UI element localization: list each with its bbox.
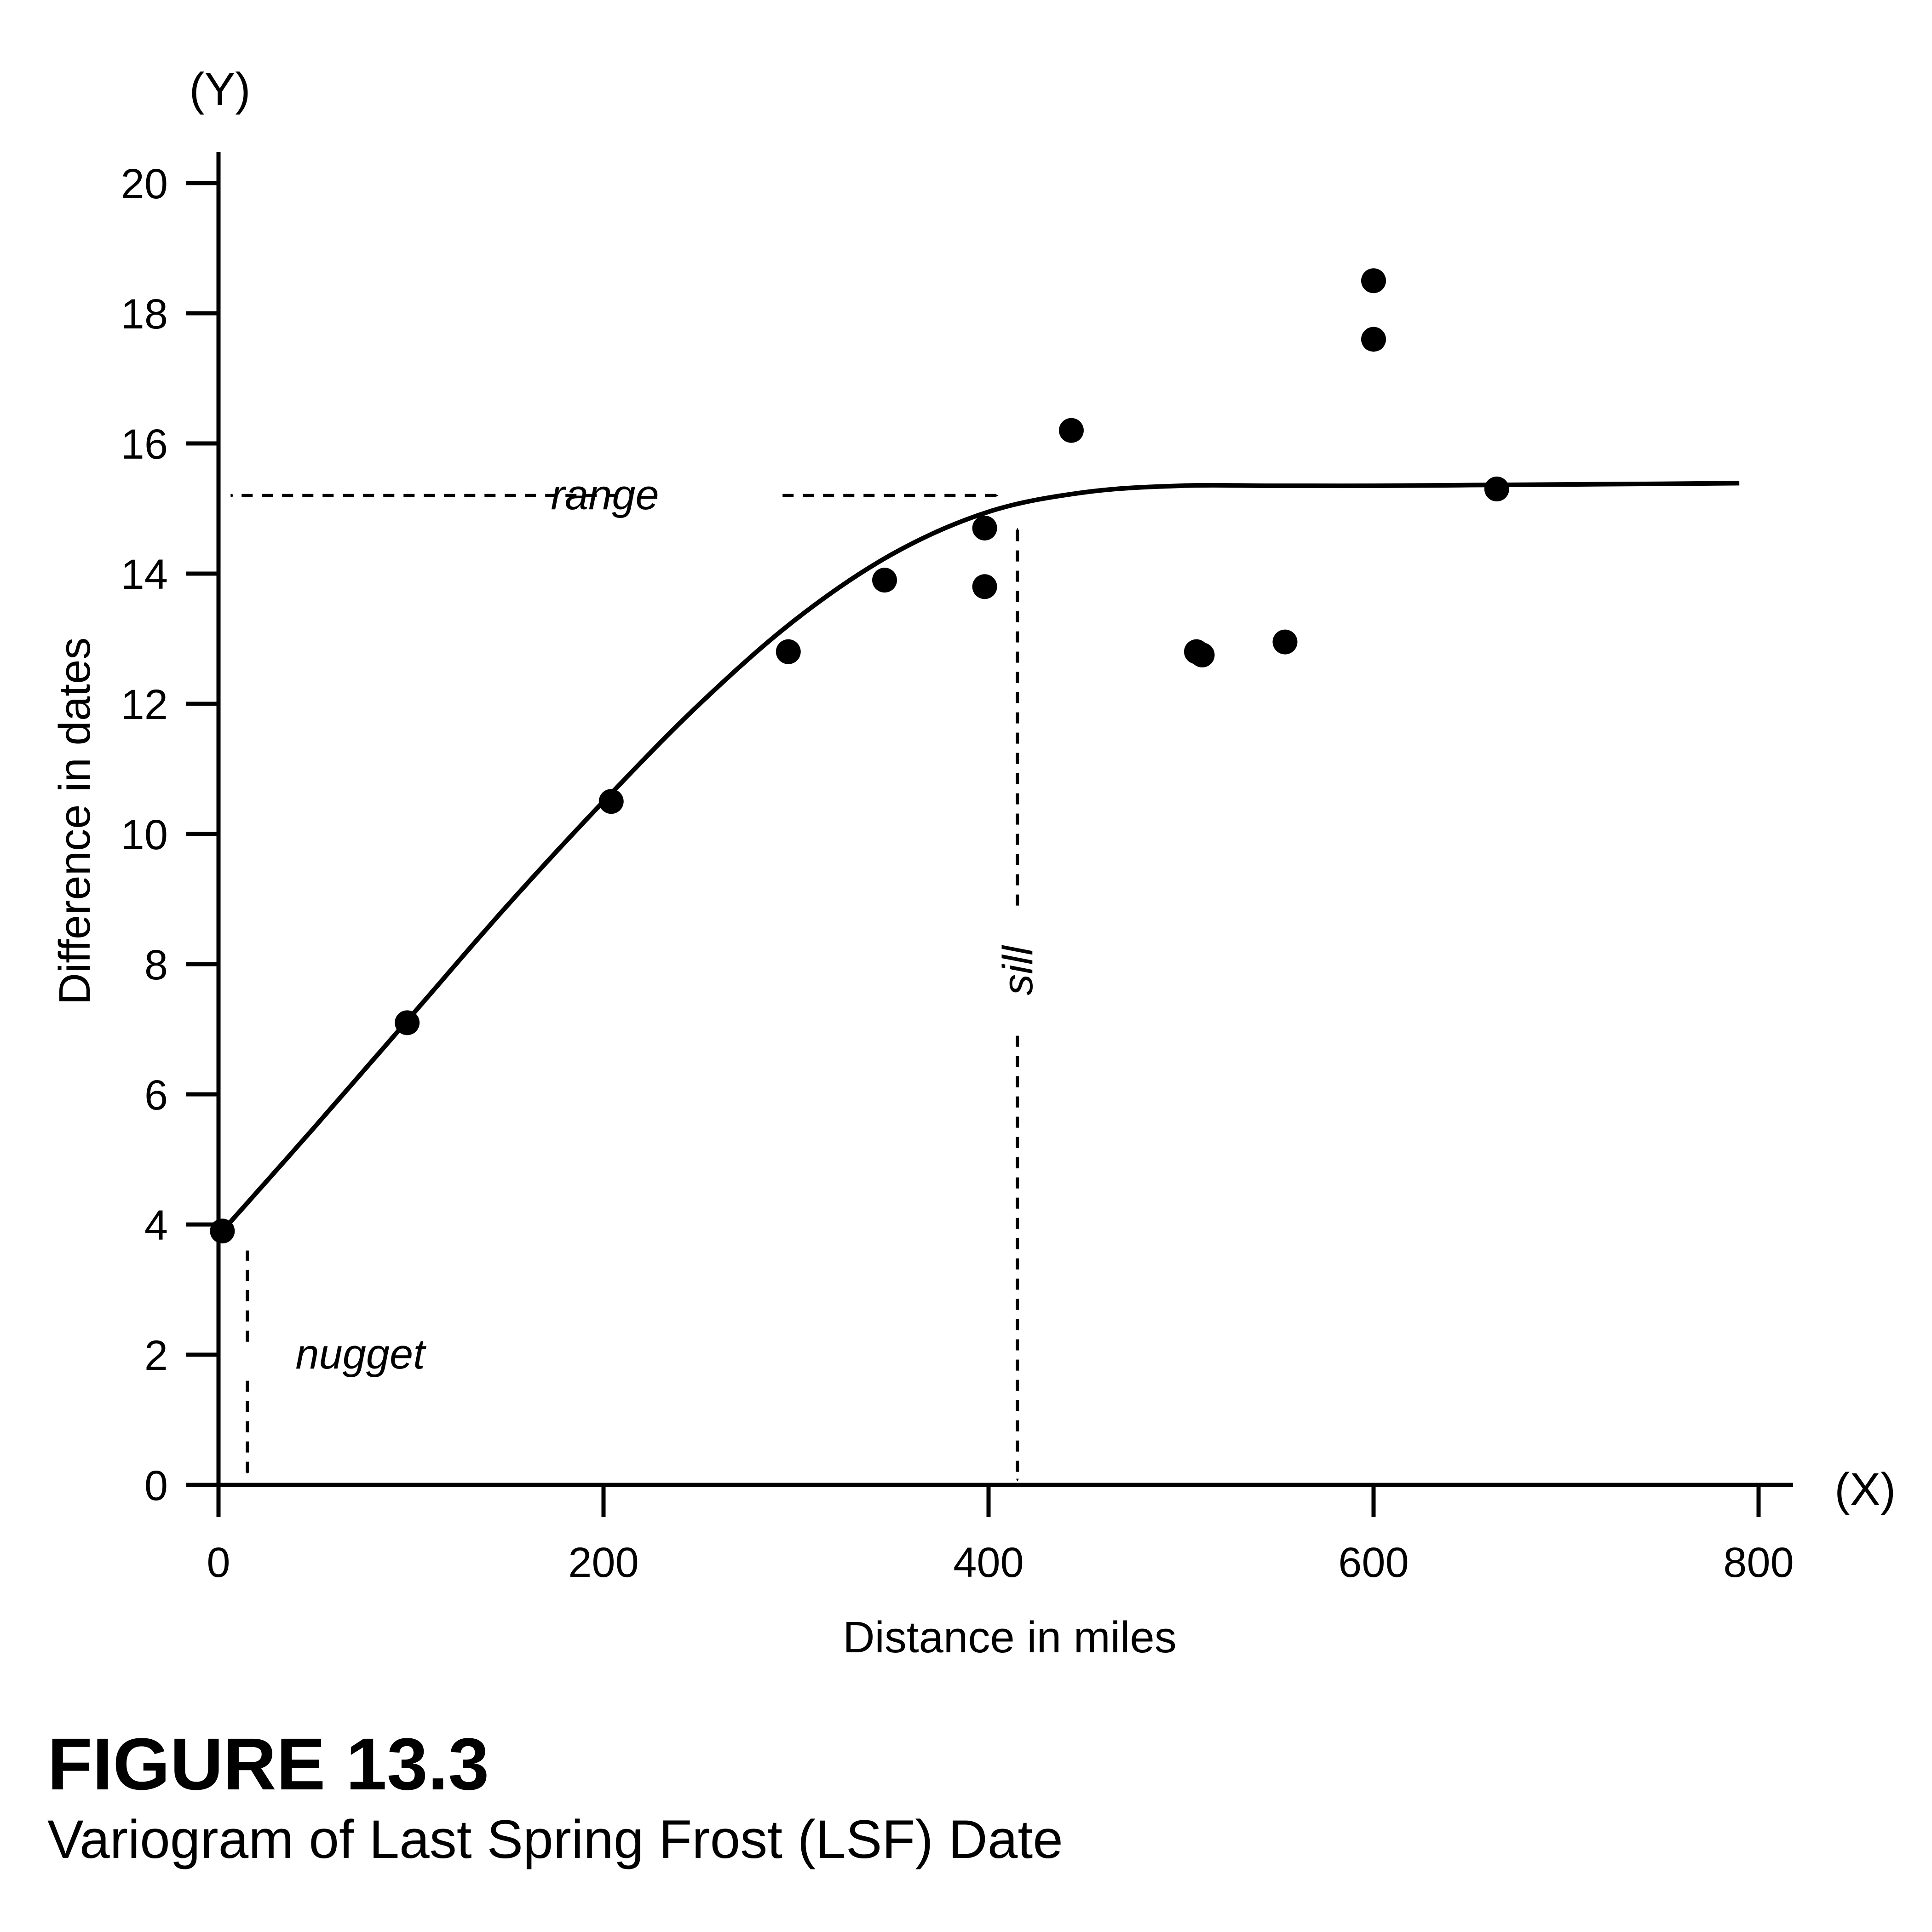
figure-caption: Variogram of Last Spring Frost (LSF) Dat… bbox=[47, 1809, 1063, 1870]
x-tick-label: 200 bbox=[568, 1539, 639, 1586]
data-point bbox=[1361, 327, 1386, 352]
y-tick-label: 16 bbox=[121, 421, 168, 468]
figure-label: FIGURE 13.3 bbox=[47, 1723, 489, 1805]
x-axis-title: Distance in miles bbox=[843, 1613, 1177, 1662]
data-point bbox=[598, 789, 624, 814]
data-point bbox=[972, 515, 997, 540]
data-point bbox=[1272, 629, 1298, 655]
y-tick-label: 0 bbox=[144, 1462, 168, 1509]
nugget-label: nugget bbox=[295, 1331, 426, 1378]
y-axis-symbol: (Y) bbox=[189, 63, 250, 115]
data-point bbox=[972, 574, 997, 599]
annotations-layer: range sill nugget bbox=[230, 472, 1041, 1482]
axis-labels-layer: Distance in miles Difference in dates (Y) (… bbox=[50, 63, 1896, 1662]
data-point bbox=[1190, 642, 1215, 667]
range-label: range bbox=[551, 472, 659, 518]
data-point bbox=[1361, 268, 1386, 293]
y-axis-title: Difference in dates bbox=[50, 638, 99, 1005]
fitted-variogram-curve bbox=[220, 481, 1740, 1233]
sill-label: sill bbox=[995, 945, 1041, 995]
axes bbox=[186, 152, 1793, 1487]
y-tick-label: 6 bbox=[144, 1072, 168, 1119]
y-tick-label: 12 bbox=[121, 681, 168, 728]
y-tick-label: 4 bbox=[144, 1202, 168, 1249]
x-axis-symbol: (X) bbox=[1834, 1464, 1896, 1515]
data-point bbox=[872, 568, 897, 593]
data-points-layer bbox=[210, 268, 1509, 1244]
data-point bbox=[395, 1010, 420, 1035]
x-tick-label: 600 bbox=[1338, 1539, 1409, 1586]
x-tick-label: 0 bbox=[207, 1539, 230, 1586]
data-point bbox=[210, 1219, 235, 1244]
x-tick-label: 400 bbox=[953, 1539, 1024, 1586]
y-tick-label: 20 bbox=[121, 161, 168, 207]
y-tick-label: 2 bbox=[144, 1332, 168, 1379]
fitted-curve-layer bbox=[220, 481, 1740, 1233]
x-tick-label: 800 bbox=[1723, 1539, 1794, 1586]
data-point bbox=[776, 639, 801, 664]
y-tick-label: 10 bbox=[121, 811, 168, 858]
y-tick-label: 14 bbox=[121, 551, 168, 598]
y-tick-label: 18 bbox=[121, 291, 168, 338]
data-point bbox=[1484, 477, 1509, 502]
data-point bbox=[1058, 418, 1084, 443]
y-tick-label: 8 bbox=[144, 942, 168, 989]
